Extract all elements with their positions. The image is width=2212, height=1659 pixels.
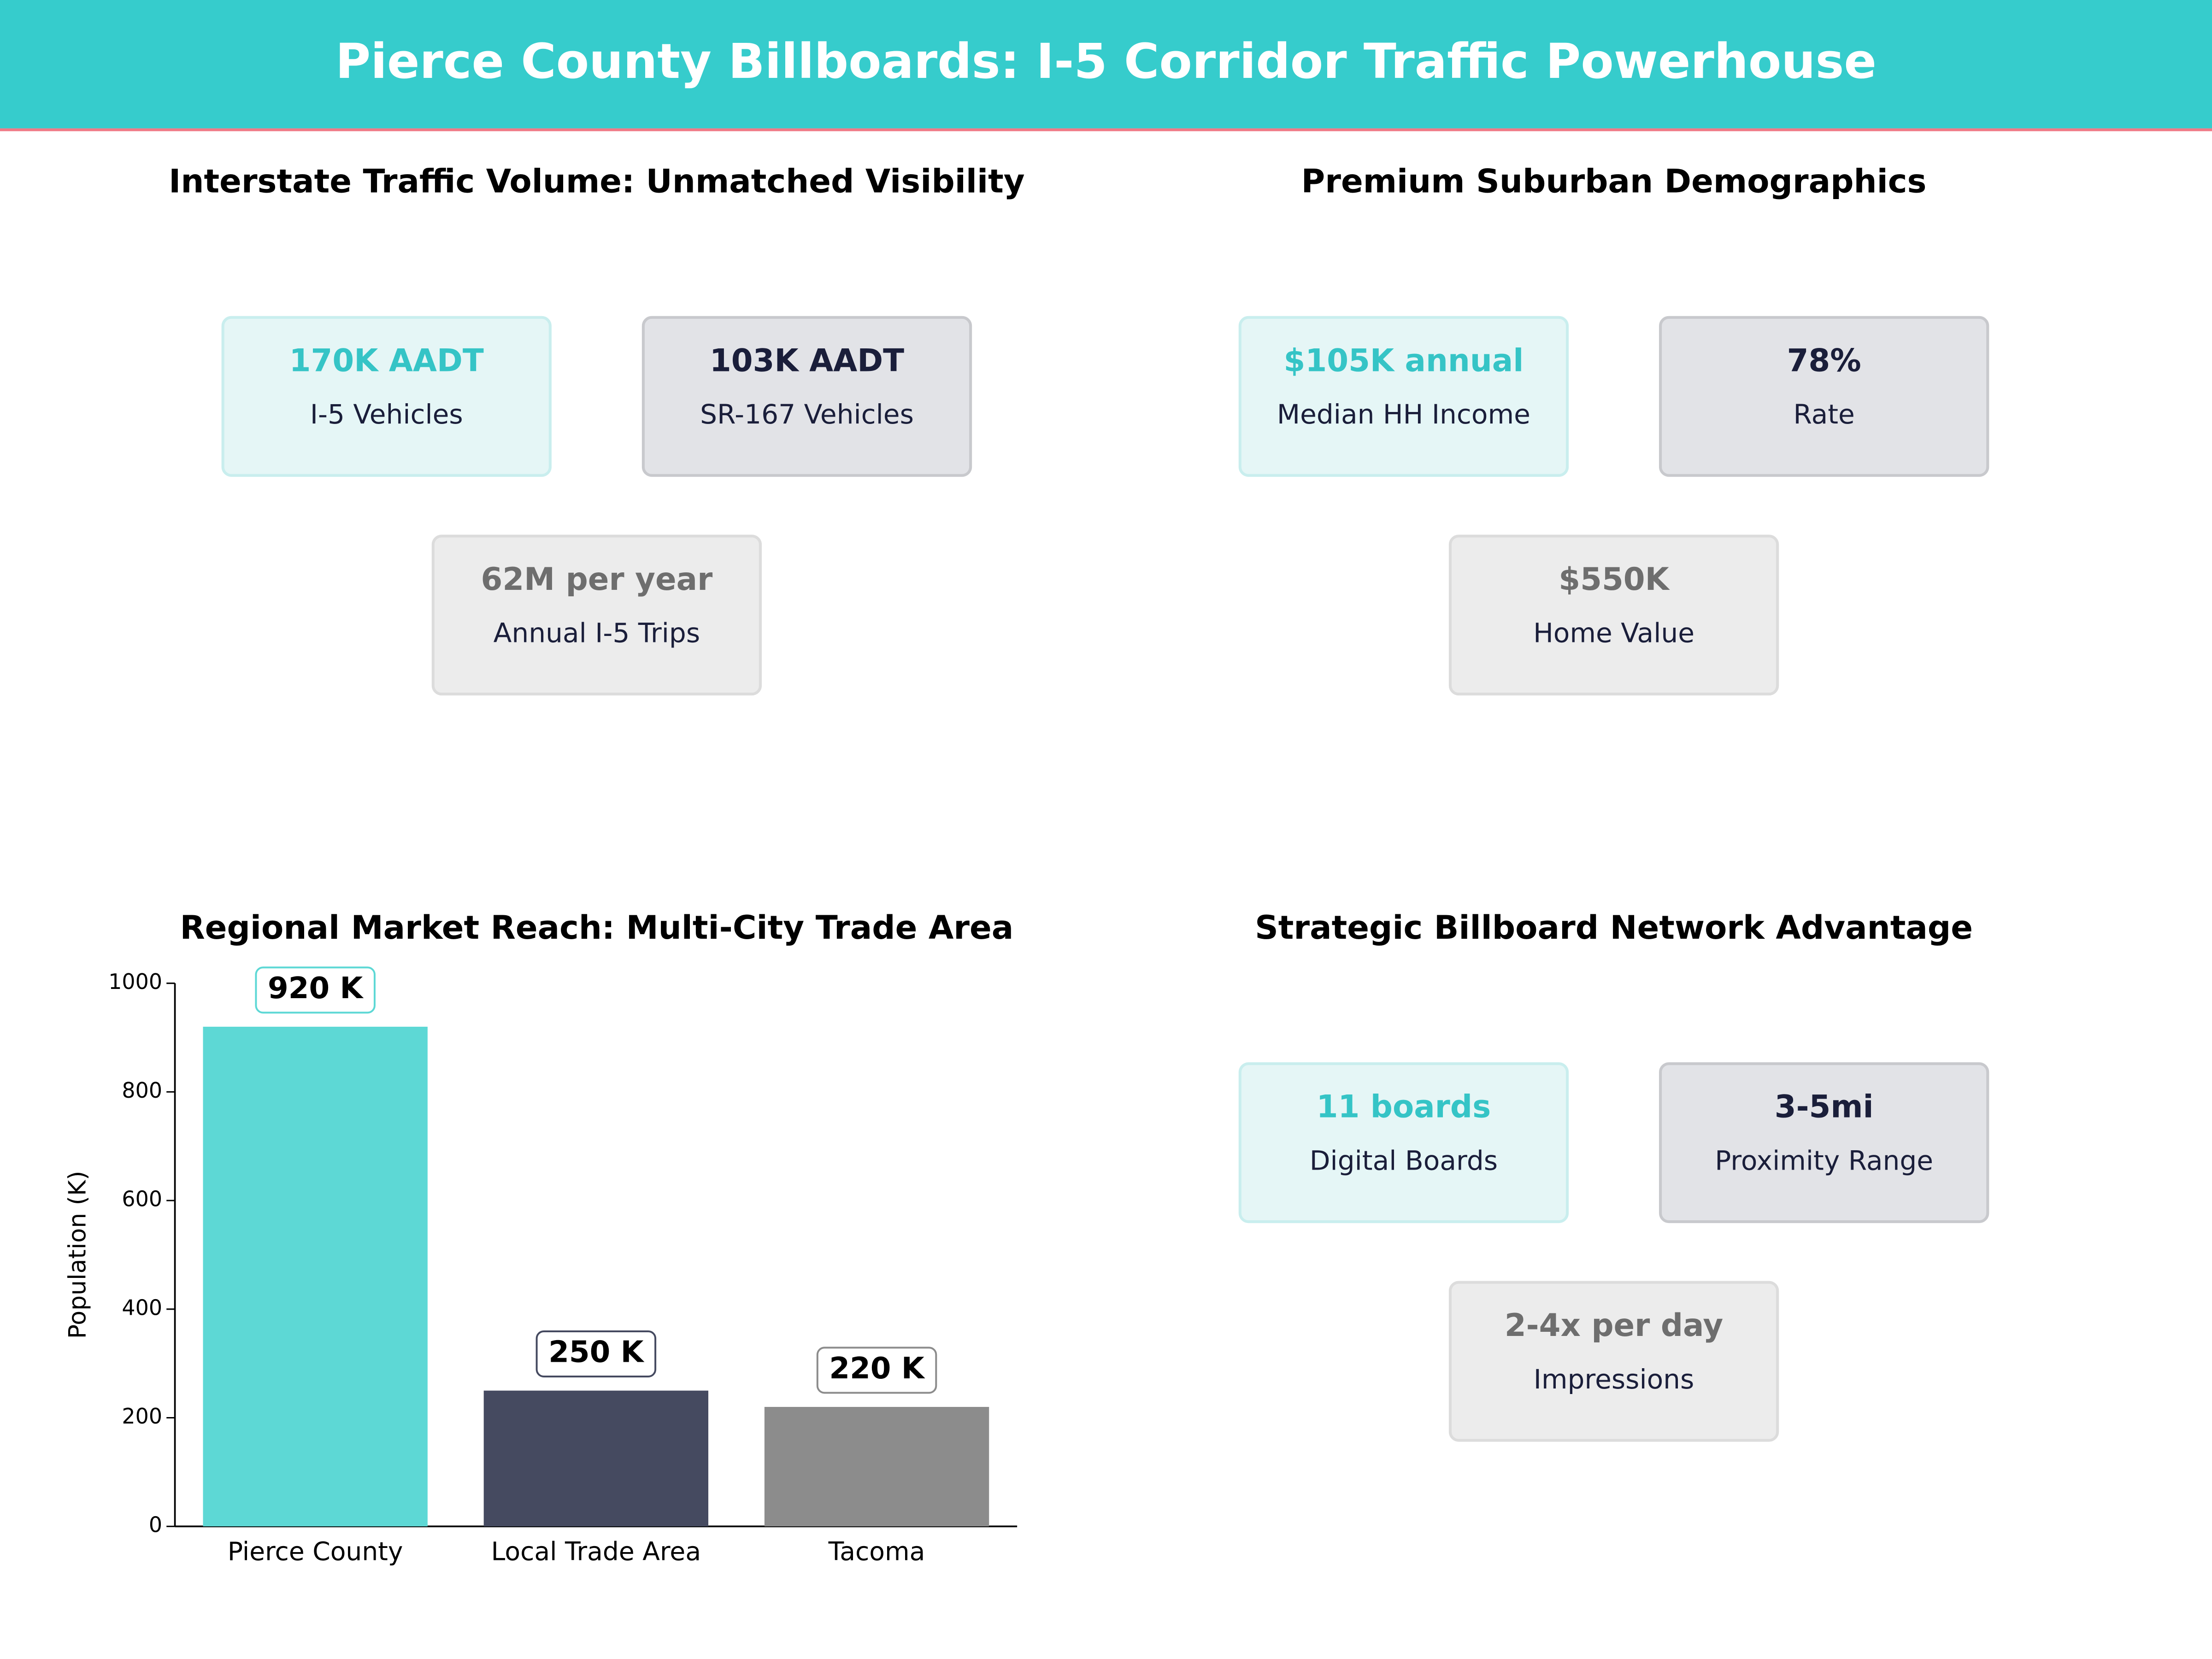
y-axis-label: Population (K) [64,1171,91,1339]
bar [483,1390,709,1527]
header-bar [0,0,2212,129]
header-title: Pierce County Billboards: I-5 Corridor T… [335,33,1877,89]
card-label: Annual I-5 Trips [494,618,700,649]
panel-title: Premium Suburban Demographics [1301,162,1927,200]
value-label: 220 K [829,1351,925,1386]
value-label-box [816,1347,937,1394]
card-box [431,535,762,696]
value-label: 250 K [548,1335,645,1370]
card-value: 2-4x per day [1505,1307,1723,1343]
card-label: I-5 Vehicles [310,399,463,430]
card-value: 103K AADT [710,342,904,378]
kpi-card: 103K AADT SR-167 Vehicles [641,316,972,477]
card-box [1238,316,1569,477]
card-box [1448,535,1779,696]
card-value: $105K annual [1284,342,1524,378]
card-value: 3-5mi [1775,1088,1874,1125]
kpi-card: 170K AADT I-5 Vehicles [221,316,552,477]
x-tick-label: Pierce County [228,1537,403,1566]
card-value: 78% [1787,342,1861,378]
card-value: $550K [1559,561,1670,597]
y-tick-label: 1000 [108,969,162,994]
kpi-card: $550K Home Value [1448,535,1779,696]
panel-title: Interstate Traffic Volume: Unmatched Vis… [169,162,1024,200]
y-tick-label: 400 [122,1295,162,1320]
y-tick-label: 200 [122,1404,162,1429]
kpi-card: 62M per year Annual I-5 Trips [431,535,762,696]
y-tick-label: 600 [122,1187,162,1212]
card-box [641,316,972,477]
kpi-card: 3-5mi Proximity Range [1659,1062,1989,1224]
chart-title: Regional Market Reach: Multi-City Trade … [180,909,1014,947]
bar [203,1026,428,1527]
value-label: 920 K [268,971,364,1006]
kpi-card: $105K annual Median HH Income [1238,316,1569,477]
kpi-card: 11 boards Digital Boards [1238,1062,1569,1224]
card-box [1659,316,1989,477]
panel-title: Strategic Billboard Network Advantage [1255,909,1973,947]
card-label: Home Value [1533,618,1694,649]
x-tick-label: Tacoma [828,1537,925,1566]
y-tick-label: 800 [122,1078,162,1103]
header-rule [0,128,2212,131]
value-label-box [535,1330,657,1377]
card-box [1238,1062,1569,1224]
card-label: Impressions [1534,1364,1694,1395]
card-label: Median HH Income [1277,399,1530,430]
card-label: SR-167 Vehicles [700,399,914,430]
value-label-box [255,966,376,1014]
kpi-card: 2-4x per day Impressions [1448,1281,1779,1442]
card-value: 170K AADT [289,342,484,378]
card-box [1659,1062,1989,1224]
card-label: Digital Boards [1310,1145,1498,1177]
y-tick-label: 0 [149,1512,162,1537]
card-value: 11 boards [1317,1088,1491,1125]
card-box [1448,1281,1779,1442]
card-label: Proximity Range [1715,1145,1933,1177]
x-tick-label: Local Trade Area [491,1537,701,1566]
card-value: 62M per year [481,561,712,597]
card-label: Rate [1793,399,1854,430]
bar [764,1406,989,1527]
kpi-card: 78% Rate [1659,316,1989,477]
card-box [221,316,552,477]
